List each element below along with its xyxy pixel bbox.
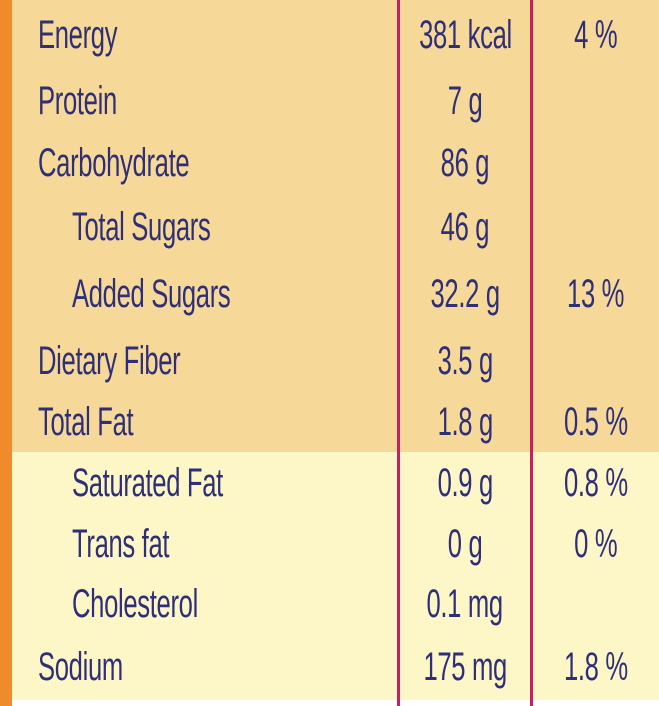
nutrient-amount: 0.9 g xyxy=(400,452,530,514)
daily-value-percent xyxy=(532,195,659,258)
daily-value-text: 1.8 % xyxy=(563,645,628,689)
nutrient-amount: 381 kcal xyxy=(400,0,530,70)
nutrient-name-text: Trans fat xyxy=(72,521,170,566)
nutrient-amount: 86 g xyxy=(400,131,530,195)
daily-value-text: 0 % xyxy=(573,521,618,566)
daily-value-percent: 1.8 % xyxy=(532,634,659,700)
nutrient-name: Carbohydrate xyxy=(38,131,398,195)
nutrient-amount: 0.1 mg xyxy=(400,573,530,634)
nutrient-name: Cholesterol xyxy=(72,573,432,634)
nutrient-name-text: Total Fat xyxy=(38,400,134,444)
nutrient-name: Dietary Fiber xyxy=(38,330,398,392)
nutrient-name-text: Cholesterol xyxy=(72,581,198,626)
nutrient-name: Energy xyxy=(38,0,398,70)
daily-value-percent: 0 % xyxy=(532,514,659,573)
nutrient-amount-text: 1.8 g xyxy=(437,400,493,444)
daily-value-percent: 0.8 % xyxy=(532,452,659,514)
nutrient-name: Saturated Fat xyxy=(72,452,432,514)
daily-value-percent: 13 % xyxy=(532,258,659,330)
column-divider-amount xyxy=(397,0,400,706)
nutrient-row: Cholesterol 0.1 mg xyxy=(12,573,659,634)
column-divider-dv xyxy=(530,0,533,706)
nutrient-amount-text: 0.1 mg xyxy=(426,581,504,626)
nutrient-row: Added Sugars 32.2 g 13 % xyxy=(12,258,659,330)
nutrient-name: Sodium xyxy=(38,634,398,700)
nutrient-amount-text: 3.5 g xyxy=(437,339,493,383)
nutrient-name: Total Sugars xyxy=(72,195,432,258)
nutrient-row: Dietary Fiber 3.5 g xyxy=(12,330,659,392)
nutrient-amount-text: 46 g xyxy=(440,204,490,249)
daily-value-percent: 0.5 % xyxy=(532,392,659,452)
daily-value-text: 13 % xyxy=(566,272,625,316)
nutrient-row: Protein 7 g xyxy=(12,70,659,131)
nutrient-name: Protein xyxy=(38,70,398,131)
nutrient-amount: 32.2 g xyxy=(400,258,530,330)
nutrient-row: Carbohydrate 86 g xyxy=(12,131,659,195)
nutrient-row: Energy 381 kcal 4 % xyxy=(12,0,659,70)
nutrient-amount: 3.5 g xyxy=(400,330,530,392)
daily-value-percent: 4 % xyxy=(532,0,659,70)
nutrient-name-text: Added Sugars xyxy=(72,272,231,316)
nutrient-row: Trans fat 0 g 0 % xyxy=(12,514,659,573)
nutrient-name-text: Total Sugars xyxy=(72,204,211,249)
nutrient-amount-text: 381 kcal xyxy=(418,13,512,57)
nutrient-amount: 46 g xyxy=(400,195,530,258)
daily-value-percent xyxy=(532,70,659,131)
nutrient-name: Total Fat xyxy=(38,392,398,452)
nutrition-table: Energy 381 kcal 4 % Protein 7 g Carbohydrate 8… xyxy=(12,0,659,706)
nutrient-row: Saturated Fat 0.9 g 0.8 % xyxy=(12,452,659,514)
daily-value-text: 0.8 % xyxy=(563,461,628,505)
daily-value-percent xyxy=(532,573,659,634)
nutrient-name-text: Energy xyxy=(38,13,118,57)
daily-value-text: 4 % xyxy=(573,13,618,57)
nutrient-name-text: Carbohydrate xyxy=(38,141,190,185)
nutrient-name-text: Saturated Fat xyxy=(72,461,223,505)
nutrient-amount-text: 175 mg xyxy=(423,645,507,689)
nutrient-row: Total Sugars 46 g xyxy=(12,195,659,258)
orange-edge-stripe xyxy=(0,0,12,706)
nutrient-amount-text: 7 g xyxy=(447,78,483,123)
daily-value-percent xyxy=(532,330,659,392)
nutrient-row: Total Fat 1.8 g 0.5 % xyxy=(12,392,659,452)
nutrient-amount: 7 g xyxy=(400,70,530,131)
daily-value-text: 0.5 % xyxy=(563,400,628,444)
nutrient-amount-text: 0.9 g xyxy=(437,461,493,505)
nutrient-amount-text: 0 g xyxy=(447,521,483,566)
nutrient-amount: 1.8 g xyxy=(400,392,530,452)
nutrient-amount-text: 86 g xyxy=(440,141,490,185)
nutrient-name-text: Protein xyxy=(38,78,117,123)
nutrient-amount: 0 g xyxy=(400,514,530,573)
nutrient-row: Sodium 175 mg 1.8 % xyxy=(12,634,659,700)
nutrient-name: Trans fat xyxy=(72,514,432,573)
nutrient-name-text: Dietary Fiber xyxy=(38,339,181,383)
daily-value-percent xyxy=(532,131,659,195)
nutrient-amount-text: 32.2 g xyxy=(430,272,500,316)
nutrient-amount: 175 mg xyxy=(400,634,530,700)
nutrient-name-text: Sodium xyxy=(38,645,123,689)
nutrient-name: Added Sugars xyxy=(72,258,432,330)
